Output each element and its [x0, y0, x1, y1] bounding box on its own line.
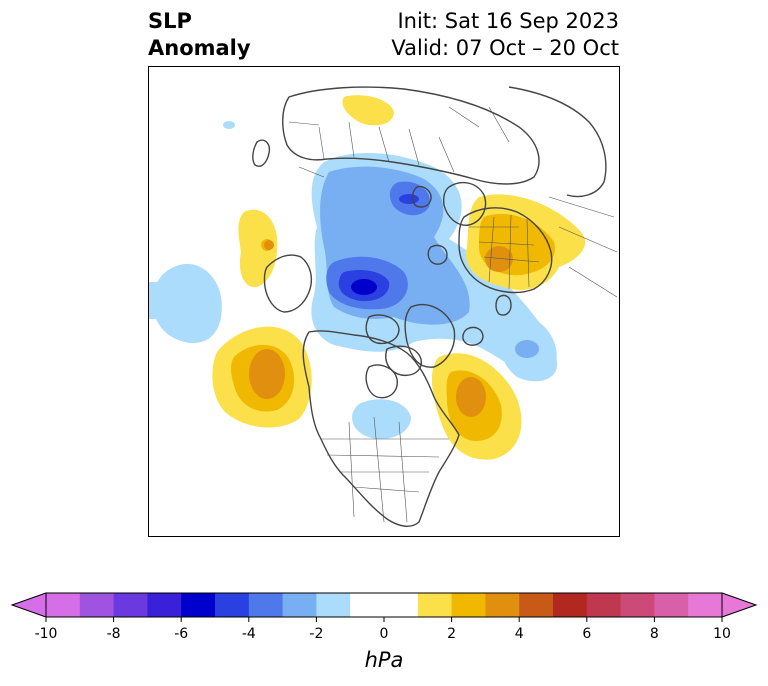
east-asia — [508, 86, 607, 198]
europe-coast — [458, 207, 553, 294]
colorbar-swatch — [553, 593, 588, 617]
colorbar-tick-label: -8 — [106, 626, 121, 642]
colorbar-swatch — [113, 593, 148, 617]
title-line-2: Anomaly — [148, 36, 251, 60]
colorbar-tick-label: 0 — [379, 626, 389, 642]
positive-europe-core — [485, 246, 513, 272]
anomaly-shading — [149, 95, 586, 460]
british-isles — [495, 294, 512, 316]
colorbar-tick-label: -10 — [34, 626, 58, 642]
colorbar-tick-label: 10 — [713, 626, 731, 642]
negative-small-nw — [223, 121, 235, 129]
colorbar-swatch — [316, 593, 351, 617]
init-date: Init: Sat 16 Sep 2023 — [397, 9, 619, 33]
colorbar-swatch — [485, 593, 520, 617]
negative-canada — [352, 399, 411, 440]
colorbar-tick-label: 2 — [447, 626, 457, 642]
colorbar-tick-label: -6 — [174, 626, 189, 642]
colorbar-swatch — [181, 593, 216, 617]
map-panel — [148, 66, 620, 537]
colorbar-tick-label: 8 — [649, 626, 659, 642]
novaya-zemlya — [411, 185, 432, 208]
colorbar-swatch — [620, 593, 655, 617]
colorbar-swatch — [350, 593, 419, 617]
negative-small-siberia — [399, 194, 419, 204]
greenland — [404, 303, 456, 368]
colorbar-swatch — [519, 593, 554, 617]
colorbar-swatch — [215, 593, 250, 617]
negative-pacific — [152, 263, 222, 344]
arctic-islands — [365, 314, 400, 345]
colorbar-swatch — [282, 593, 317, 617]
positive-atlantic-core — [456, 377, 486, 417]
colorbar-swatches — [46, 593, 723, 617]
svalbard — [427, 244, 448, 265]
colorbar-swatch — [147, 593, 182, 617]
positive-bering — [238, 209, 278, 288]
colorbar-extend-low — [10, 592, 47, 618]
colorbar-swatch — [688, 593, 723, 617]
negative-atlantic-core — [515, 340, 539, 358]
scandinavia — [442, 181, 487, 226]
colorbar-tick-label: 6 — [582, 626, 592, 642]
negative-center-6 — [351, 279, 377, 295]
colorbar — [10, 592, 758, 622]
forecast-dates: Init: Sat 16 Sep 2023 Valid: 07 Oct – 20… — [391, 8, 619, 62]
colorbar-tick-label: 4 — [514, 626, 524, 642]
positive-alaska-core — [249, 349, 285, 399]
map-title: SLP Anomaly — [148, 8, 251, 62]
positive-central-siberia — [342, 95, 394, 126]
iceland — [462, 326, 484, 346]
colorbar-swatch — [654, 593, 689, 617]
coastlines — [252, 86, 607, 527]
hudson-bay — [365, 364, 398, 399]
map-canvas — [149, 86, 618, 527]
valid-range: Valid: 07 Oct – 20 Oct — [391, 36, 619, 60]
colorbar-tick-label: -2 — [309, 626, 324, 642]
colorbar-ticks — [45, 617, 723, 622]
canadian-archipelago — [385, 345, 422, 377]
title-line-1: SLP — [148, 9, 192, 33]
negative-west-edge — [149, 282, 157, 319]
colorbar-swatch — [586, 593, 622, 617]
colorbar-extend-high — [721, 592, 758, 618]
positive-small-west — [264, 240, 274, 250]
colorbar-swatch — [79, 593, 115, 617]
colorbar-swatch — [417, 593, 453, 617]
colorbar-unit: hPa — [364, 648, 404, 672]
colorbar-swatch — [451, 593, 486, 617]
japan — [252, 139, 271, 167]
colorbar-swatch — [248, 593, 284, 617]
colorbar-tick-label: -4 — [241, 626, 256, 642]
siberia-coast — [282, 86, 540, 185]
borders — [288, 106, 618, 523]
alaska-coast — [263, 254, 313, 313]
north-america-coast — [302, 330, 460, 527]
colorbar-swatch — [46, 593, 81, 617]
